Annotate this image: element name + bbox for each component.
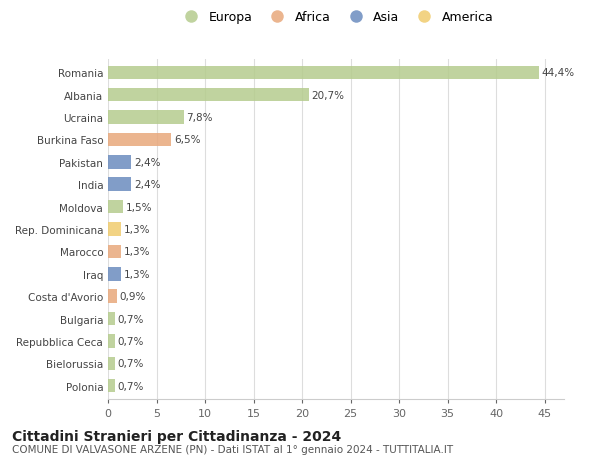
Bar [108,178,131,191]
Bar [108,156,131,169]
Bar [108,379,115,392]
Bar [108,201,122,214]
Text: 44,4%: 44,4% [542,68,575,78]
Text: 20,7%: 20,7% [312,90,345,101]
Bar [108,245,121,258]
Bar [108,290,117,303]
Text: 6,5%: 6,5% [174,135,200,145]
Text: 2,4%: 2,4% [134,157,161,168]
Bar [108,223,121,236]
Bar [108,268,121,281]
Text: 1,3%: 1,3% [124,224,150,235]
Bar [108,335,115,348]
Text: 7,8%: 7,8% [187,113,213,123]
Text: 2,4%: 2,4% [134,180,161,190]
Bar [108,67,539,80]
Text: 0,7%: 0,7% [118,381,144,391]
Text: 0,7%: 0,7% [118,336,144,346]
Text: 1,3%: 1,3% [124,247,150,257]
Text: 0,7%: 0,7% [118,358,144,369]
Bar [108,89,309,102]
Text: 1,5%: 1,5% [125,202,152,212]
Text: 0,7%: 0,7% [118,314,144,324]
Text: Cittadini Stranieri per Cittadinanza - 2024: Cittadini Stranieri per Cittadinanza - 2… [12,429,341,443]
Text: 0,9%: 0,9% [119,291,146,302]
Bar [108,312,115,325]
Bar [108,111,184,124]
Legend: Europa, Africa, Asia, America: Europa, Africa, Asia, America [173,6,499,29]
Text: COMUNE DI VALVASONE ARZENE (PN) - Dati ISTAT al 1° gennaio 2024 - TUTTITALIA.IT: COMUNE DI VALVASONE ARZENE (PN) - Dati I… [12,444,453,454]
Bar [108,134,171,147]
Text: 1,3%: 1,3% [124,269,150,279]
Bar [108,357,115,370]
